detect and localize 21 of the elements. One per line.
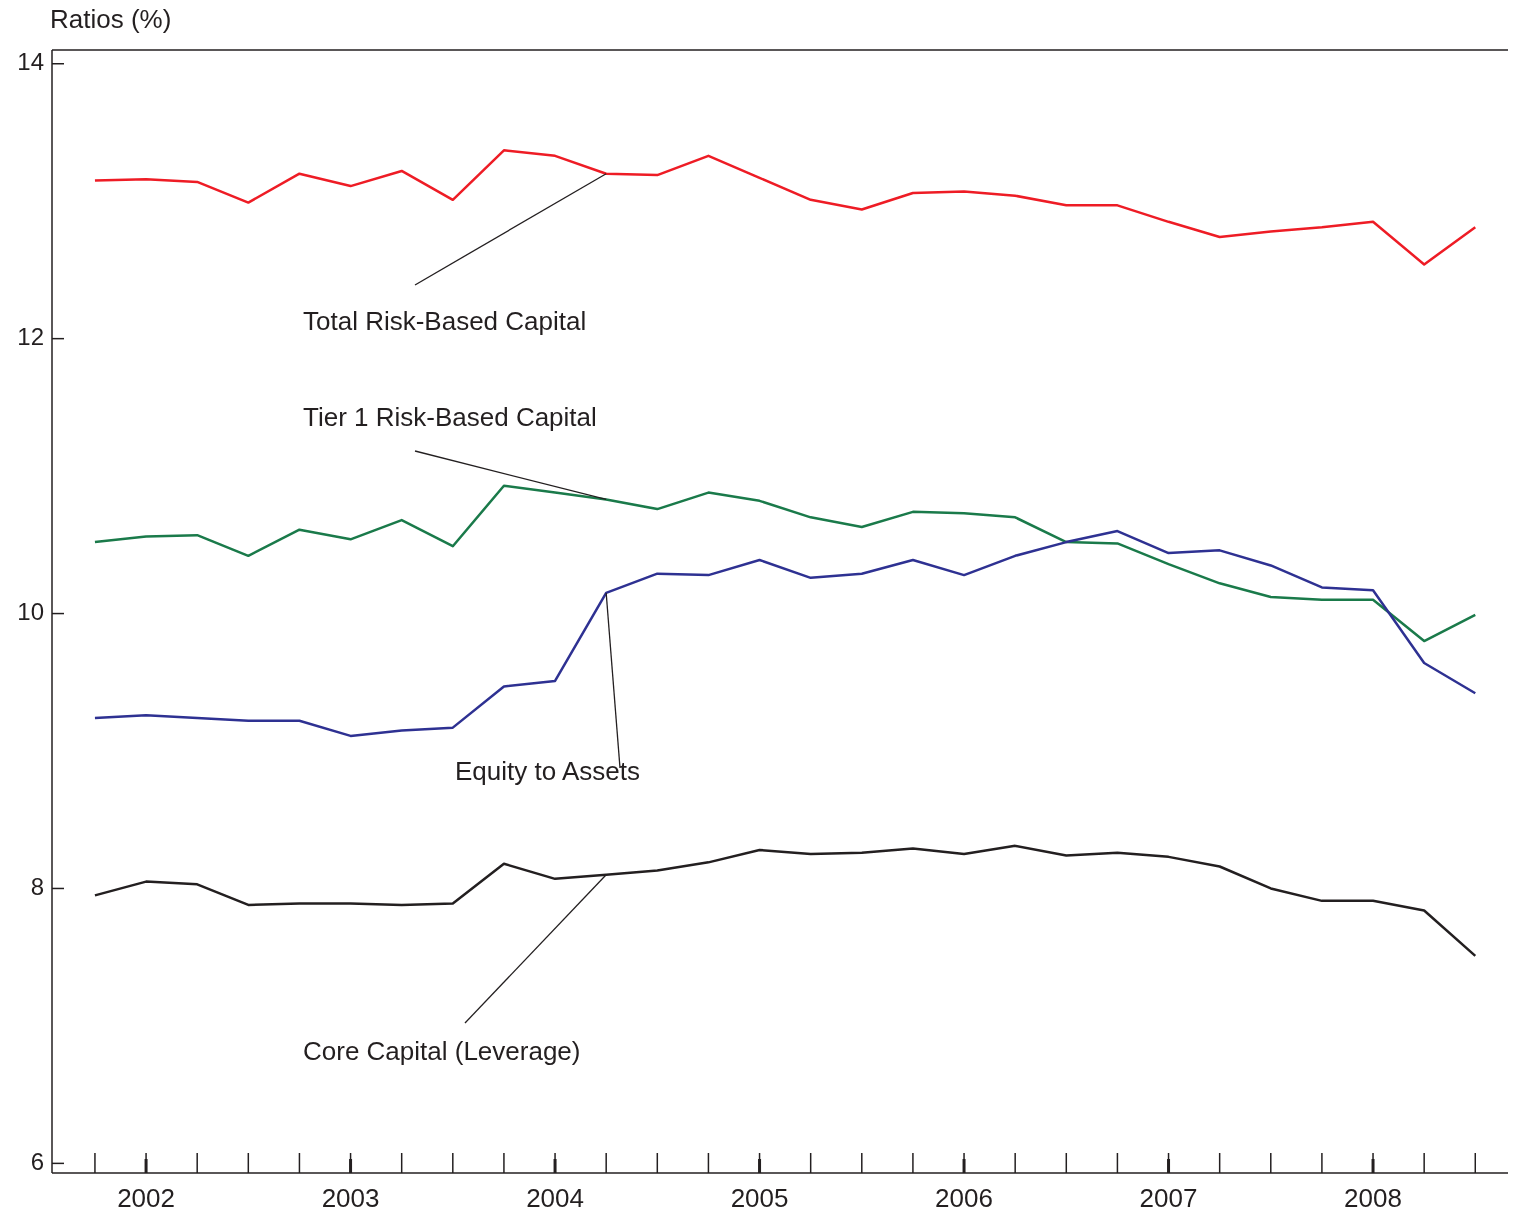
line-series (93, 484, 1477, 643)
text: Tier 1 Risk-Based Capital (303, 401, 597, 432)
line-series (93, 529, 1477, 738)
text: Core Capital (Leverage) (303, 1035, 581, 1066)
y-tick-label: 12 (17, 323, 44, 350)
y-tick-label: 8 (30, 872, 44, 900)
y-tick-label: 6 (30, 1147, 44, 1175)
y-axis-title: Ratios (%) (50, 4, 172, 34)
text: Total Risk-Based Capital (303, 305, 587, 336)
x-tick-label: 2002 (117, 1183, 175, 1213)
x-tick-label: 2004 (526, 1183, 584, 1213)
y-tick-label: 14 (17, 48, 44, 76)
x-tick-label: 2008 (1344, 1183, 1402, 1213)
series-label: Equity to Assets (455, 755, 640, 786)
line-series (93, 844, 1477, 958)
x-tick-label: 2005 (730, 1183, 789, 1213)
y-tick-label: 10 (17, 597, 44, 625)
x-tick-label: 2007 (1139, 1183, 1198, 1213)
x-tick-label: 2006 (935, 1183, 993, 1213)
line-series (93, 149, 1477, 266)
x-tick-label: 2003 (321, 1183, 380, 1213)
